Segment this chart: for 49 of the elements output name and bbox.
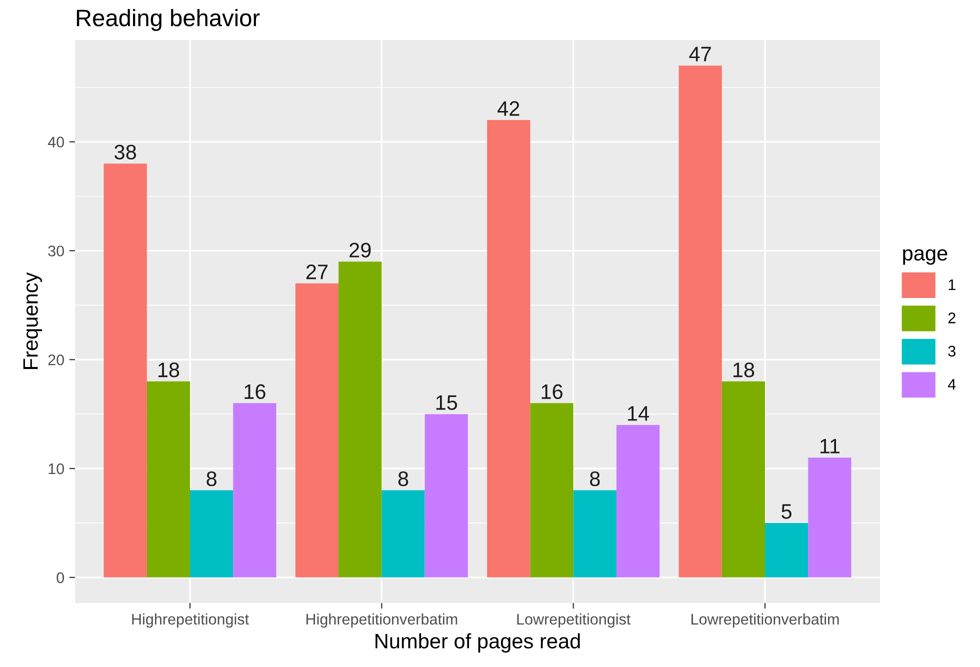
y-tick-label: 30 <box>48 246 64 256</box>
x-axis-title: Number of pages read <box>376 633 580 653</box>
data-label: 8 <box>206 471 216 486</box>
data-label: 8 <box>590 471 600 486</box>
x-tick-label: Highrepetitiongist <box>132 613 249 628</box>
data-label: 16 <box>542 384 562 400</box>
legend-title: page <box>903 249 948 265</box>
y-tick-label: 0 <box>56 572 64 584</box>
bar <box>382 490 425 578</box>
bar <box>573 490 616 578</box>
bar <box>530 403 574 578</box>
y-tick-label: 10 <box>48 463 64 474</box>
bar <box>487 120 530 578</box>
data-label: 15 <box>436 395 458 410</box>
bar <box>295 283 339 578</box>
bar <box>190 490 234 578</box>
y-tick-label: 20 <box>48 354 64 366</box>
bar <box>765 522 808 578</box>
legend-label: 1 <box>948 279 956 290</box>
data-label: 27 <box>306 264 328 280</box>
bar <box>104 164 147 578</box>
bar <box>808 458 852 578</box>
bar <box>338 262 382 578</box>
data-label: 16 <box>244 384 266 400</box>
data-label: 18 <box>733 362 754 378</box>
bar <box>233 403 276 578</box>
legend-label: 3 <box>948 346 956 357</box>
legend-label: 4 <box>948 379 956 390</box>
x-tick-label: Lowrepetitionverbatim <box>692 613 839 628</box>
data-label: 47 <box>689 46 711 62</box>
y-tick-label: 40 <box>48 136 64 148</box>
legend-label: 2 <box>948 312 956 324</box>
chart-title: Reading behavior <box>76 9 260 32</box>
data-label: 5 <box>782 504 792 519</box>
bar <box>146 381 190 578</box>
bar <box>424 414 468 578</box>
x-tick-label: Highrepetitionverbatim <box>306 613 458 628</box>
bar <box>722 381 765 578</box>
data-label: 8 <box>398 471 408 486</box>
data-label: 38 <box>114 144 136 160</box>
bar <box>678 66 722 578</box>
y-axis-title: Frequency <box>23 272 42 369</box>
data-label: 18 <box>158 362 180 378</box>
data-label: 14 <box>628 406 649 421</box>
bar <box>616 424 660 578</box>
data-label: 42 <box>498 101 520 116</box>
data-label: 29 <box>350 242 371 258</box>
x-tick-label: Lowrepetitiongist <box>517 613 631 628</box>
data-label: 11 <box>820 438 840 454</box>
